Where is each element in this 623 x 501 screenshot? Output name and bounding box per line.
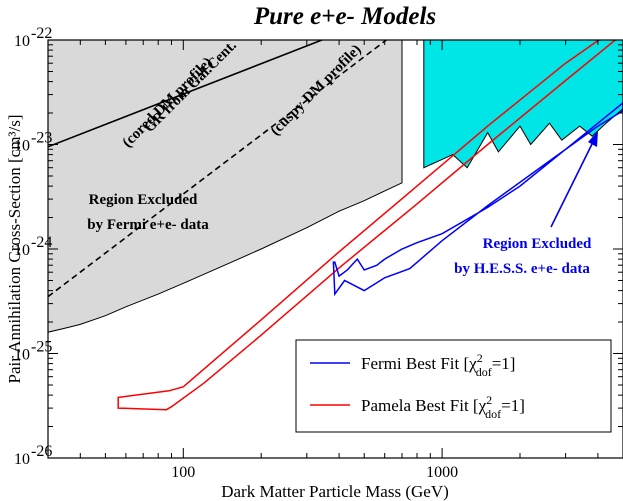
legend-box xyxy=(295,339,612,433)
plot-area: GR from Gal.Cent. (cored DM profile) (cu… xyxy=(48,40,623,411)
gr-cuspy-line xyxy=(48,40,388,298)
y-tick-label: 10 xyxy=(14,138,30,155)
y-tick-label: 10 xyxy=(14,347,30,364)
axis-ticks xyxy=(47,40,623,459)
pamela-best-fit-contour xyxy=(117,40,617,411)
legend-label-pamela: Pamela Best Fit [χ2 dof=1] xyxy=(361,393,525,421)
x-tick-label: 100 xyxy=(171,464,195,481)
hess-region-label-line1: Region Excluded xyxy=(483,236,592,252)
hess-excluded-region xyxy=(423,40,623,169)
hess-annotation-arrow xyxy=(550,139,595,228)
legend: Fermi Best Fit [χ2 dof=1] Pamela Best Fit… xyxy=(295,339,612,433)
fermi-excluded-region xyxy=(48,40,403,333)
gr-cored-line xyxy=(48,40,325,148)
hess-region-label-line2: by H.E.S.S. e+e- data xyxy=(454,261,590,277)
x-axis-label: Dark Matter Particle Mass (GeV) xyxy=(221,482,449,501)
y-tick-exponent: -24 xyxy=(31,234,52,251)
fermi-region-label-line2: by Fermi e+e- data xyxy=(87,217,209,233)
y-tick-label: 10 xyxy=(14,242,30,259)
y-axis-label: Pair Annihilation Cross-Section [cm³/s] xyxy=(5,114,24,383)
fermi-best-fit-contour xyxy=(332,101,623,297)
hess-annotation-arrowhead xyxy=(588,131,598,147)
x-tick-label: 1000 xyxy=(426,464,458,481)
y-tick-exponent: -22 xyxy=(31,25,52,42)
chart-title: Pure e+e- Models xyxy=(253,3,436,30)
y-tick-exponent: -26 xyxy=(31,443,52,460)
y-tick-exponent: -25 xyxy=(31,339,52,356)
y-tick-exponent: -23 xyxy=(31,130,52,147)
y-tick-label: 10 xyxy=(14,451,30,468)
y-tick-label: 10 xyxy=(14,33,30,50)
legend-label-fermi: Fermi Best Fit [χ2 dof=1] xyxy=(361,351,515,379)
fermi-region-label-line1: Region Excluded xyxy=(89,192,198,208)
